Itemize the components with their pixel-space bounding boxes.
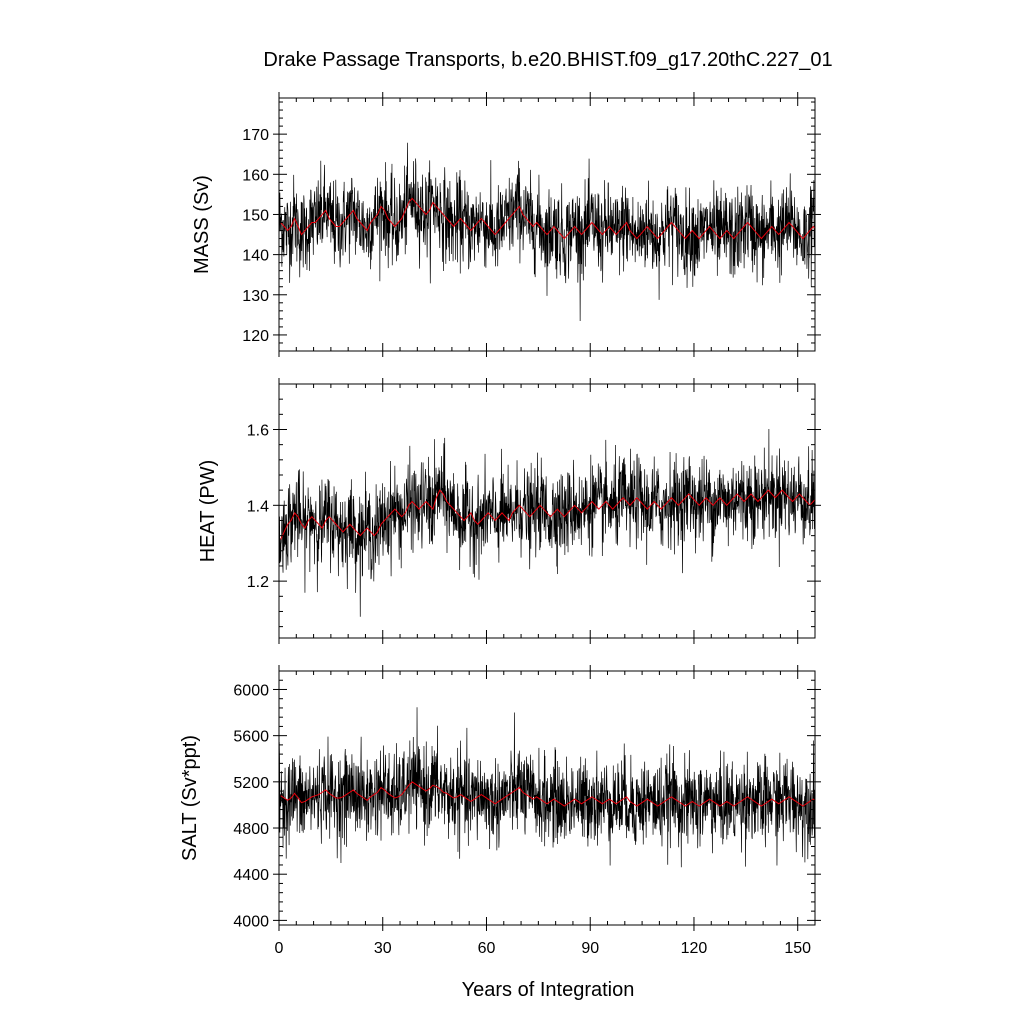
y-axis-label: HEAT (PW) bbox=[197, 460, 219, 563]
plot-frame bbox=[278, 97, 816, 352]
y-tick-label: 170 bbox=[242, 127, 269, 144]
y-tick-label: 4800 bbox=[233, 821, 269, 838]
x-tick-label: 60 bbox=[478, 940, 496, 957]
heat-panel: 1.2 1.4 1.6 HEAT (PW) bbox=[197, 378, 821, 644]
salt-panel: 0 30 60 90 120 150 4000 4400 4800 5200 5600 6000 SAL… bbox=[179, 665, 821, 957]
x-tick-label: 120 bbox=[681, 940, 708, 957]
x-tick-label: 90 bbox=[581, 940, 599, 957]
y-axis-label: SALT (Sv*ppt) bbox=[179, 735, 201, 861]
y-tick-label: 4000 bbox=[233, 913, 269, 930]
plot-frame bbox=[278, 670, 816, 926]
y-tick-label: 140 bbox=[242, 248, 269, 265]
raw-series-line bbox=[279, 707, 815, 868]
chart-title: Drake Passage Transports, b.e20.BHIST.f0… bbox=[263, 49, 832, 71]
y-tick-label: 160 bbox=[242, 167, 269, 184]
smoothed-series-line bbox=[280, 781, 815, 807]
y-tick-label: 1.2 bbox=[247, 574, 269, 591]
x-tick-label: 0 bbox=[275, 940, 284, 957]
y-tick-label: 120 bbox=[242, 328, 269, 345]
plot-frame bbox=[278, 383, 816, 639]
x-tick-label: 150 bbox=[784, 940, 811, 957]
y-tick-label: 4400 bbox=[233, 867, 269, 884]
x-tick-label: 30 bbox=[374, 940, 392, 957]
mass-panel: 120 130 140 150 160 170 MASS (Sv) bbox=[191, 92, 821, 357]
smoothed-series-line bbox=[280, 197, 815, 240]
y-tick-label: 6000 bbox=[233, 682, 269, 699]
y-tick-label: 130 bbox=[242, 288, 269, 305]
raw-series-line bbox=[279, 142, 815, 322]
raw-series-line bbox=[279, 429, 815, 617]
y-tick-label: 150 bbox=[242, 207, 269, 224]
x-axis-label: Years of Integration bbox=[462, 979, 635, 1001]
y-tick-label: 5200 bbox=[233, 775, 269, 792]
smoothed-series-line bbox=[280, 489, 815, 540]
y-tick-label: 1.4 bbox=[247, 498, 269, 515]
y-tick-label: 1.6 bbox=[247, 422, 269, 439]
y-tick-label: 5600 bbox=[233, 729, 269, 746]
y-axis-label: MASS (Sv) bbox=[191, 175, 213, 274]
